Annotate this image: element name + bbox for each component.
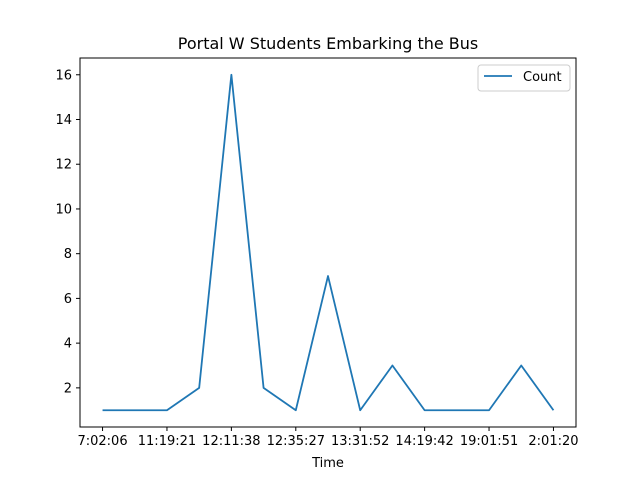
x-tick-label: 12:35:27 <box>267 434 325 449</box>
x-tick-label: 2:01:20 <box>528 434 578 449</box>
y-tick-label: 4 <box>64 337 72 352</box>
y-tick-label: 6 <box>64 292 72 307</box>
y-tick-label: 2 <box>64 381 72 396</box>
y-tick-label: 16 <box>55 68 72 83</box>
y-tick-label: 10 <box>55 202 72 217</box>
chart-title: Portal W Students Embarking the Bus <box>178 34 479 53</box>
y-tick-label: 12 <box>55 158 72 173</box>
y-tick-label: 14 <box>55 113 72 128</box>
x-tick-label: 12:11:38 <box>202 434 260 449</box>
x-tick-label: 13:31:52 <box>331 434 389 449</box>
x-tick-label: 11:19:21 <box>138 434 196 449</box>
legend-label: Count <box>523 70 562 85</box>
x-tick-label: 7:02:06 <box>77 434 127 449</box>
axes-frame <box>79 57 577 428</box>
legend: Count <box>477 64 571 92</box>
plot-area: 7:02:06 11:19:21 12:11:38 12:35:27 13:31:52 1… <box>55 57 579 449</box>
legend-box <box>477 64 571 92</box>
y-tick-label: 8 <box>64 247 72 262</box>
x-tick-label: 19:01:51 <box>460 434 518 449</box>
x-axis-label: Time <box>311 456 344 471</box>
x-tick-label: 14:19:42 <box>395 434 453 449</box>
